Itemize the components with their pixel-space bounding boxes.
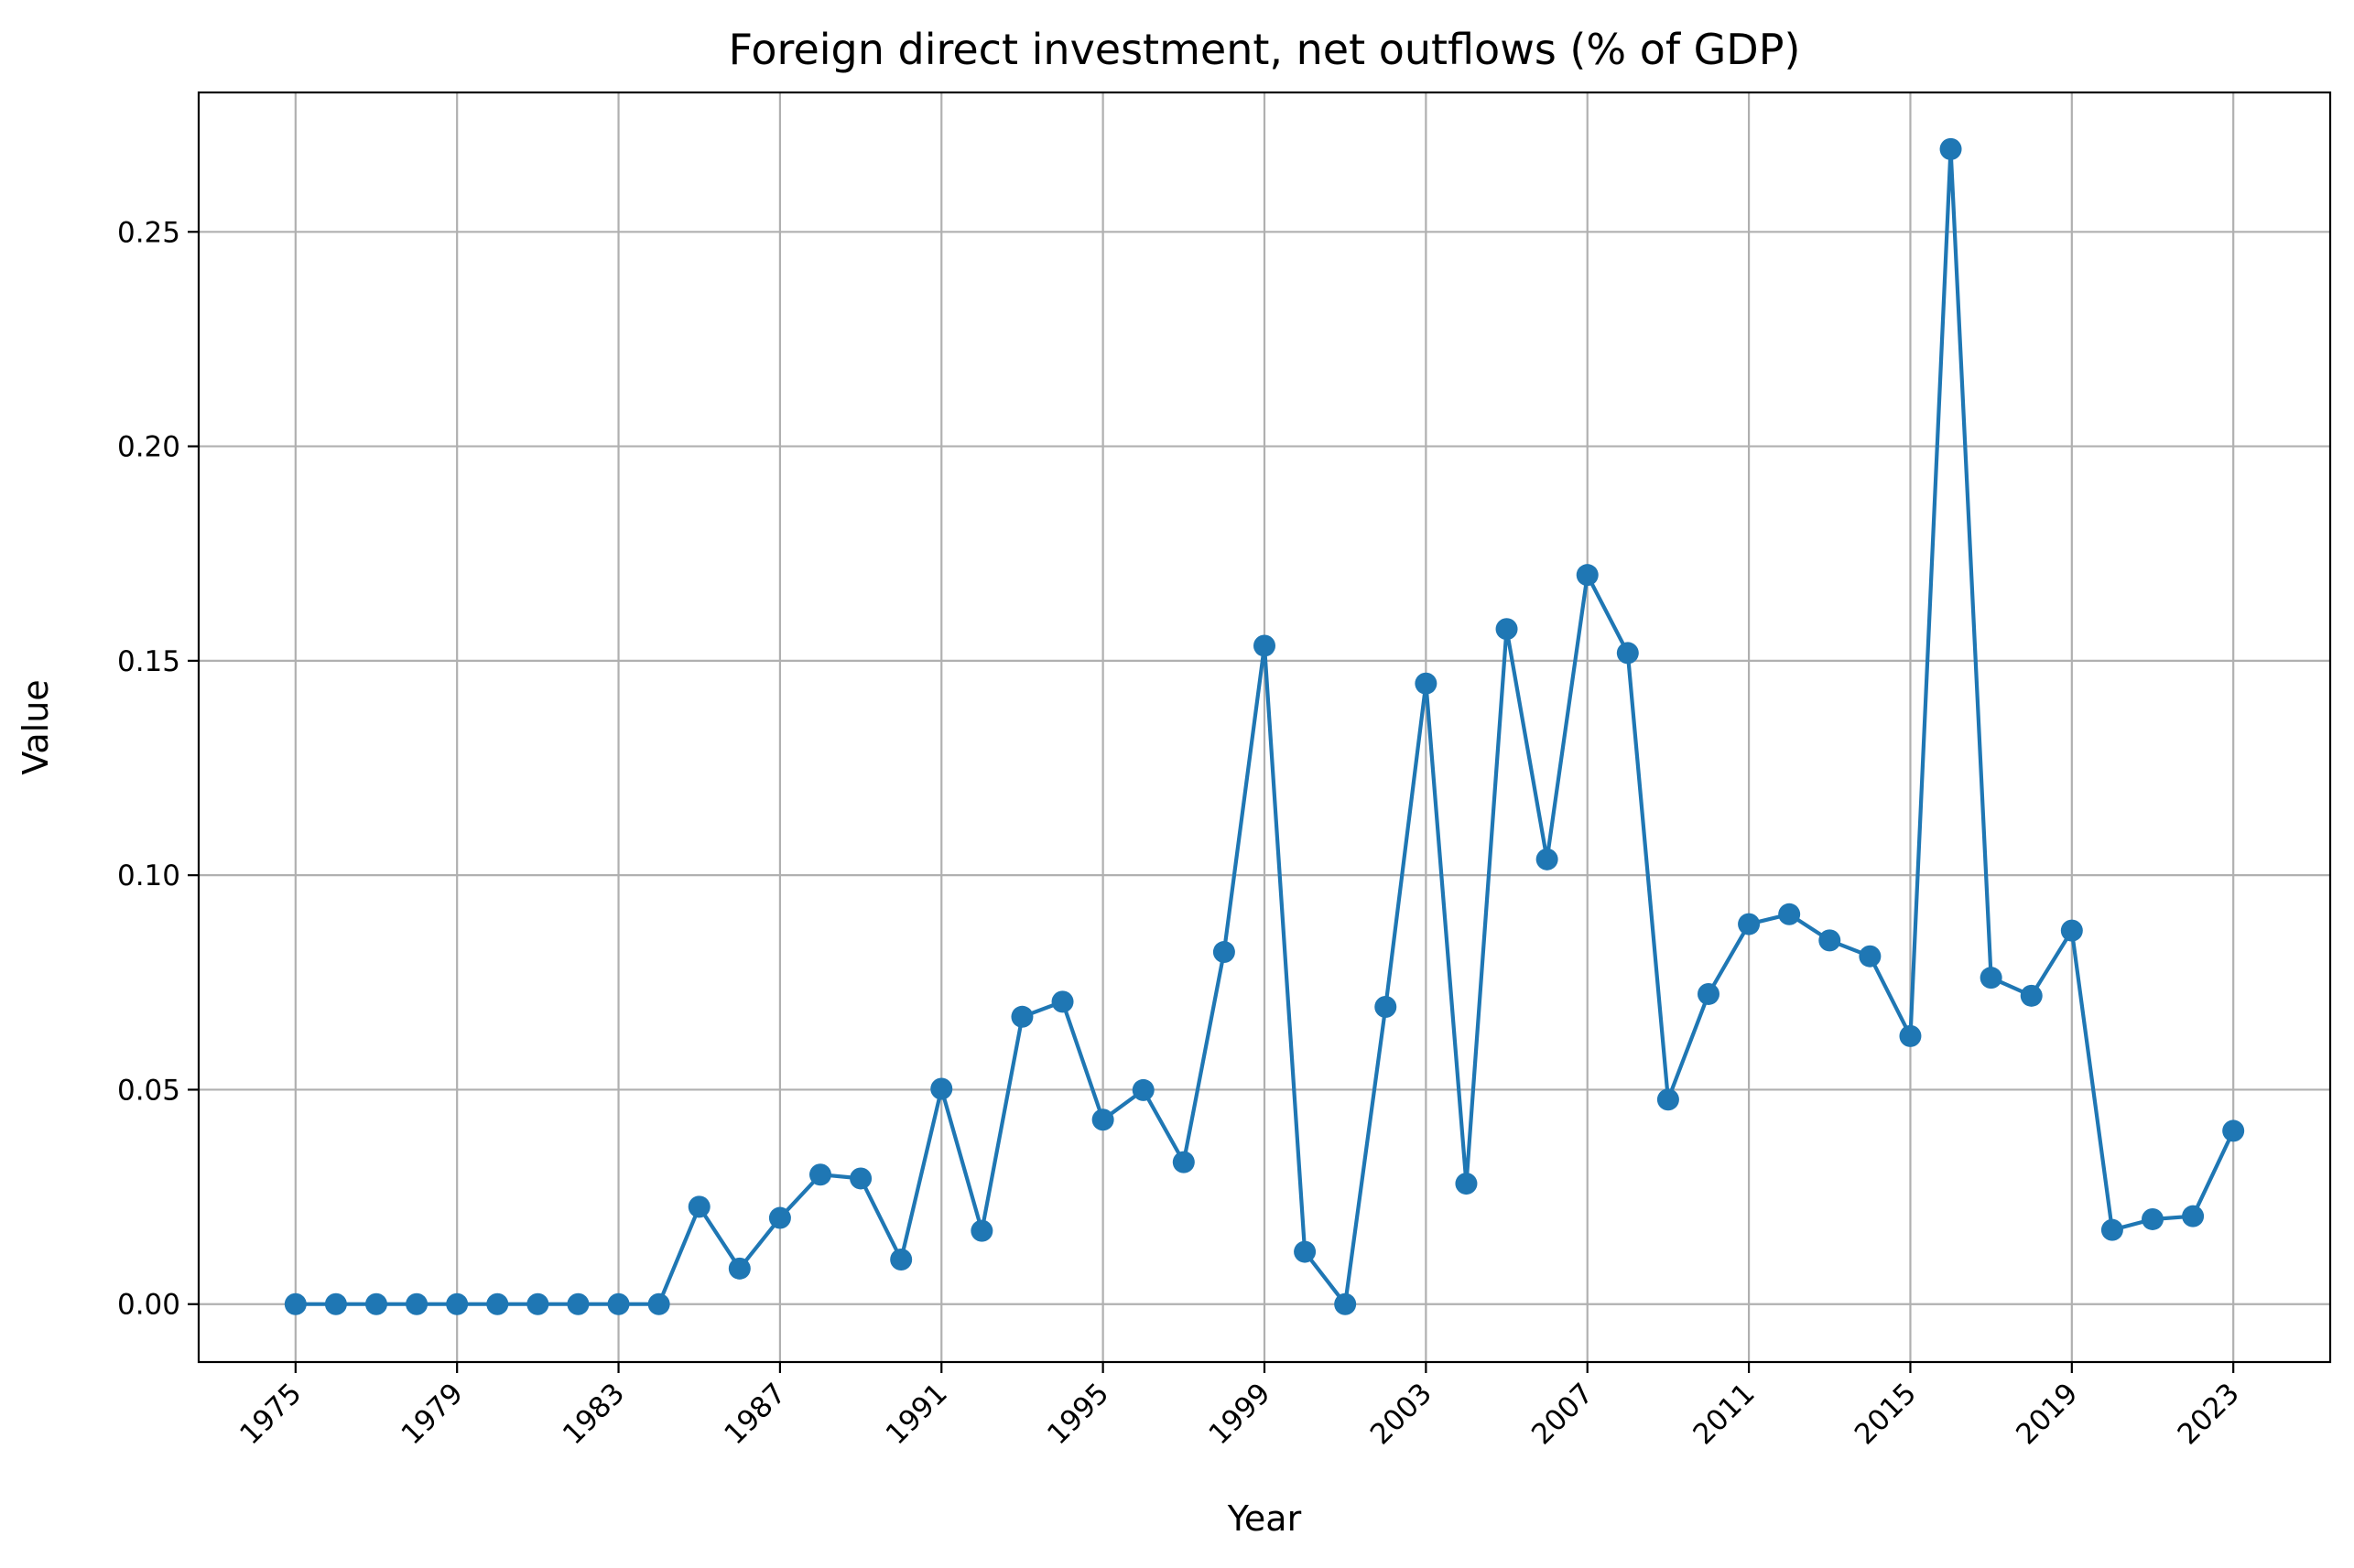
data-point-2001 [1334, 1292, 1357, 1315]
data-point-2023 [2222, 1119, 2245, 1142]
data-point-2008 [1616, 642, 1639, 665]
data-point-2006 [1535, 848, 1558, 871]
data-point-2010 [1698, 982, 1719, 1005]
y-tick-label: 0.10 [117, 860, 180, 892]
data-point-2009 [1656, 1088, 1679, 1111]
data-point-1989 [850, 1167, 873, 1190]
y-tick-label: 0.00 [117, 1289, 180, 1322]
data-point-1997 [1172, 1151, 1195, 1173]
data-point-2020 [2100, 1218, 2123, 1241]
data-point-1998 [1212, 941, 1235, 964]
data-point-1978 [406, 1292, 428, 1315]
y-axis-label: Value [16, 679, 56, 774]
data-point-1976 [324, 1292, 347, 1315]
data-point-2002 [1374, 996, 1397, 1019]
y-tick-label: 0.15 [117, 645, 180, 678]
data-point-1980 [486, 1292, 509, 1315]
data-point-2005 [1495, 618, 1518, 641]
y-tick-label: 0.05 [117, 1074, 180, 1107]
data-point-1986 [728, 1257, 751, 1280]
data-point-2004 [1455, 1173, 1478, 1195]
data-point-2003 [1415, 672, 1437, 695]
data-point-1999 [1253, 634, 1275, 657]
series-layer [284, 137, 2245, 1315]
data-point-1990 [890, 1249, 913, 1271]
data-point-2012 [1778, 903, 1801, 925]
data-point-1991 [930, 1077, 953, 1100]
data-point-1992 [971, 1219, 993, 1242]
data-point-1985 [688, 1195, 711, 1218]
data-point-2021 [2142, 1207, 2164, 1230]
data-point-1975 [284, 1292, 307, 1315]
data-point-2019 [2060, 919, 2083, 942]
data-point-2022 [2182, 1205, 2205, 1227]
data-point-1988 [809, 1163, 831, 1186]
data-point-1996 [1132, 1078, 1155, 1101]
y-tick-label: 0.20 [117, 431, 180, 464]
data-point-1987 [768, 1206, 791, 1229]
chart-title: Foreign direct investment, net outflows … [729, 25, 1801, 74]
data-point-1994 [1051, 990, 1074, 1013]
data-point-1995 [1091, 1108, 1114, 1131]
data-point-2016 [1939, 137, 1962, 160]
data-point-2017 [1980, 967, 2002, 989]
data-point-1983 [607, 1292, 630, 1315]
data-point-2011 [1738, 913, 1761, 935]
data-point-1982 [567, 1292, 590, 1315]
data-point-1993 [1011, 1005, 1034, 1028]
data-point-2014 [1859, 945, 1882, 968]
data-point-1984 [647, 1292, 670, 1315]
y-tick-label: 0.25 [117, 216, 180, 249]
data-point-1981 [526, 1292, 549, 1315]
data-point-2007 [1576, 564, 1599, 587]
x-axis-label: Year [1227, 1498, 1302, 1539]
data-point-2013 [1818, 929, 1841, 952]
data-point-2000 [1294, 1240, 1317, 1263]
data-point-1979 [446, 1292, 469, 1315]
data-point-2018 [2020, 984, 2043, 1007]
data-point-2015 [1899, 1024, 1922, 1047]
data-point-1977 [365, 1292, 387, 1315]
